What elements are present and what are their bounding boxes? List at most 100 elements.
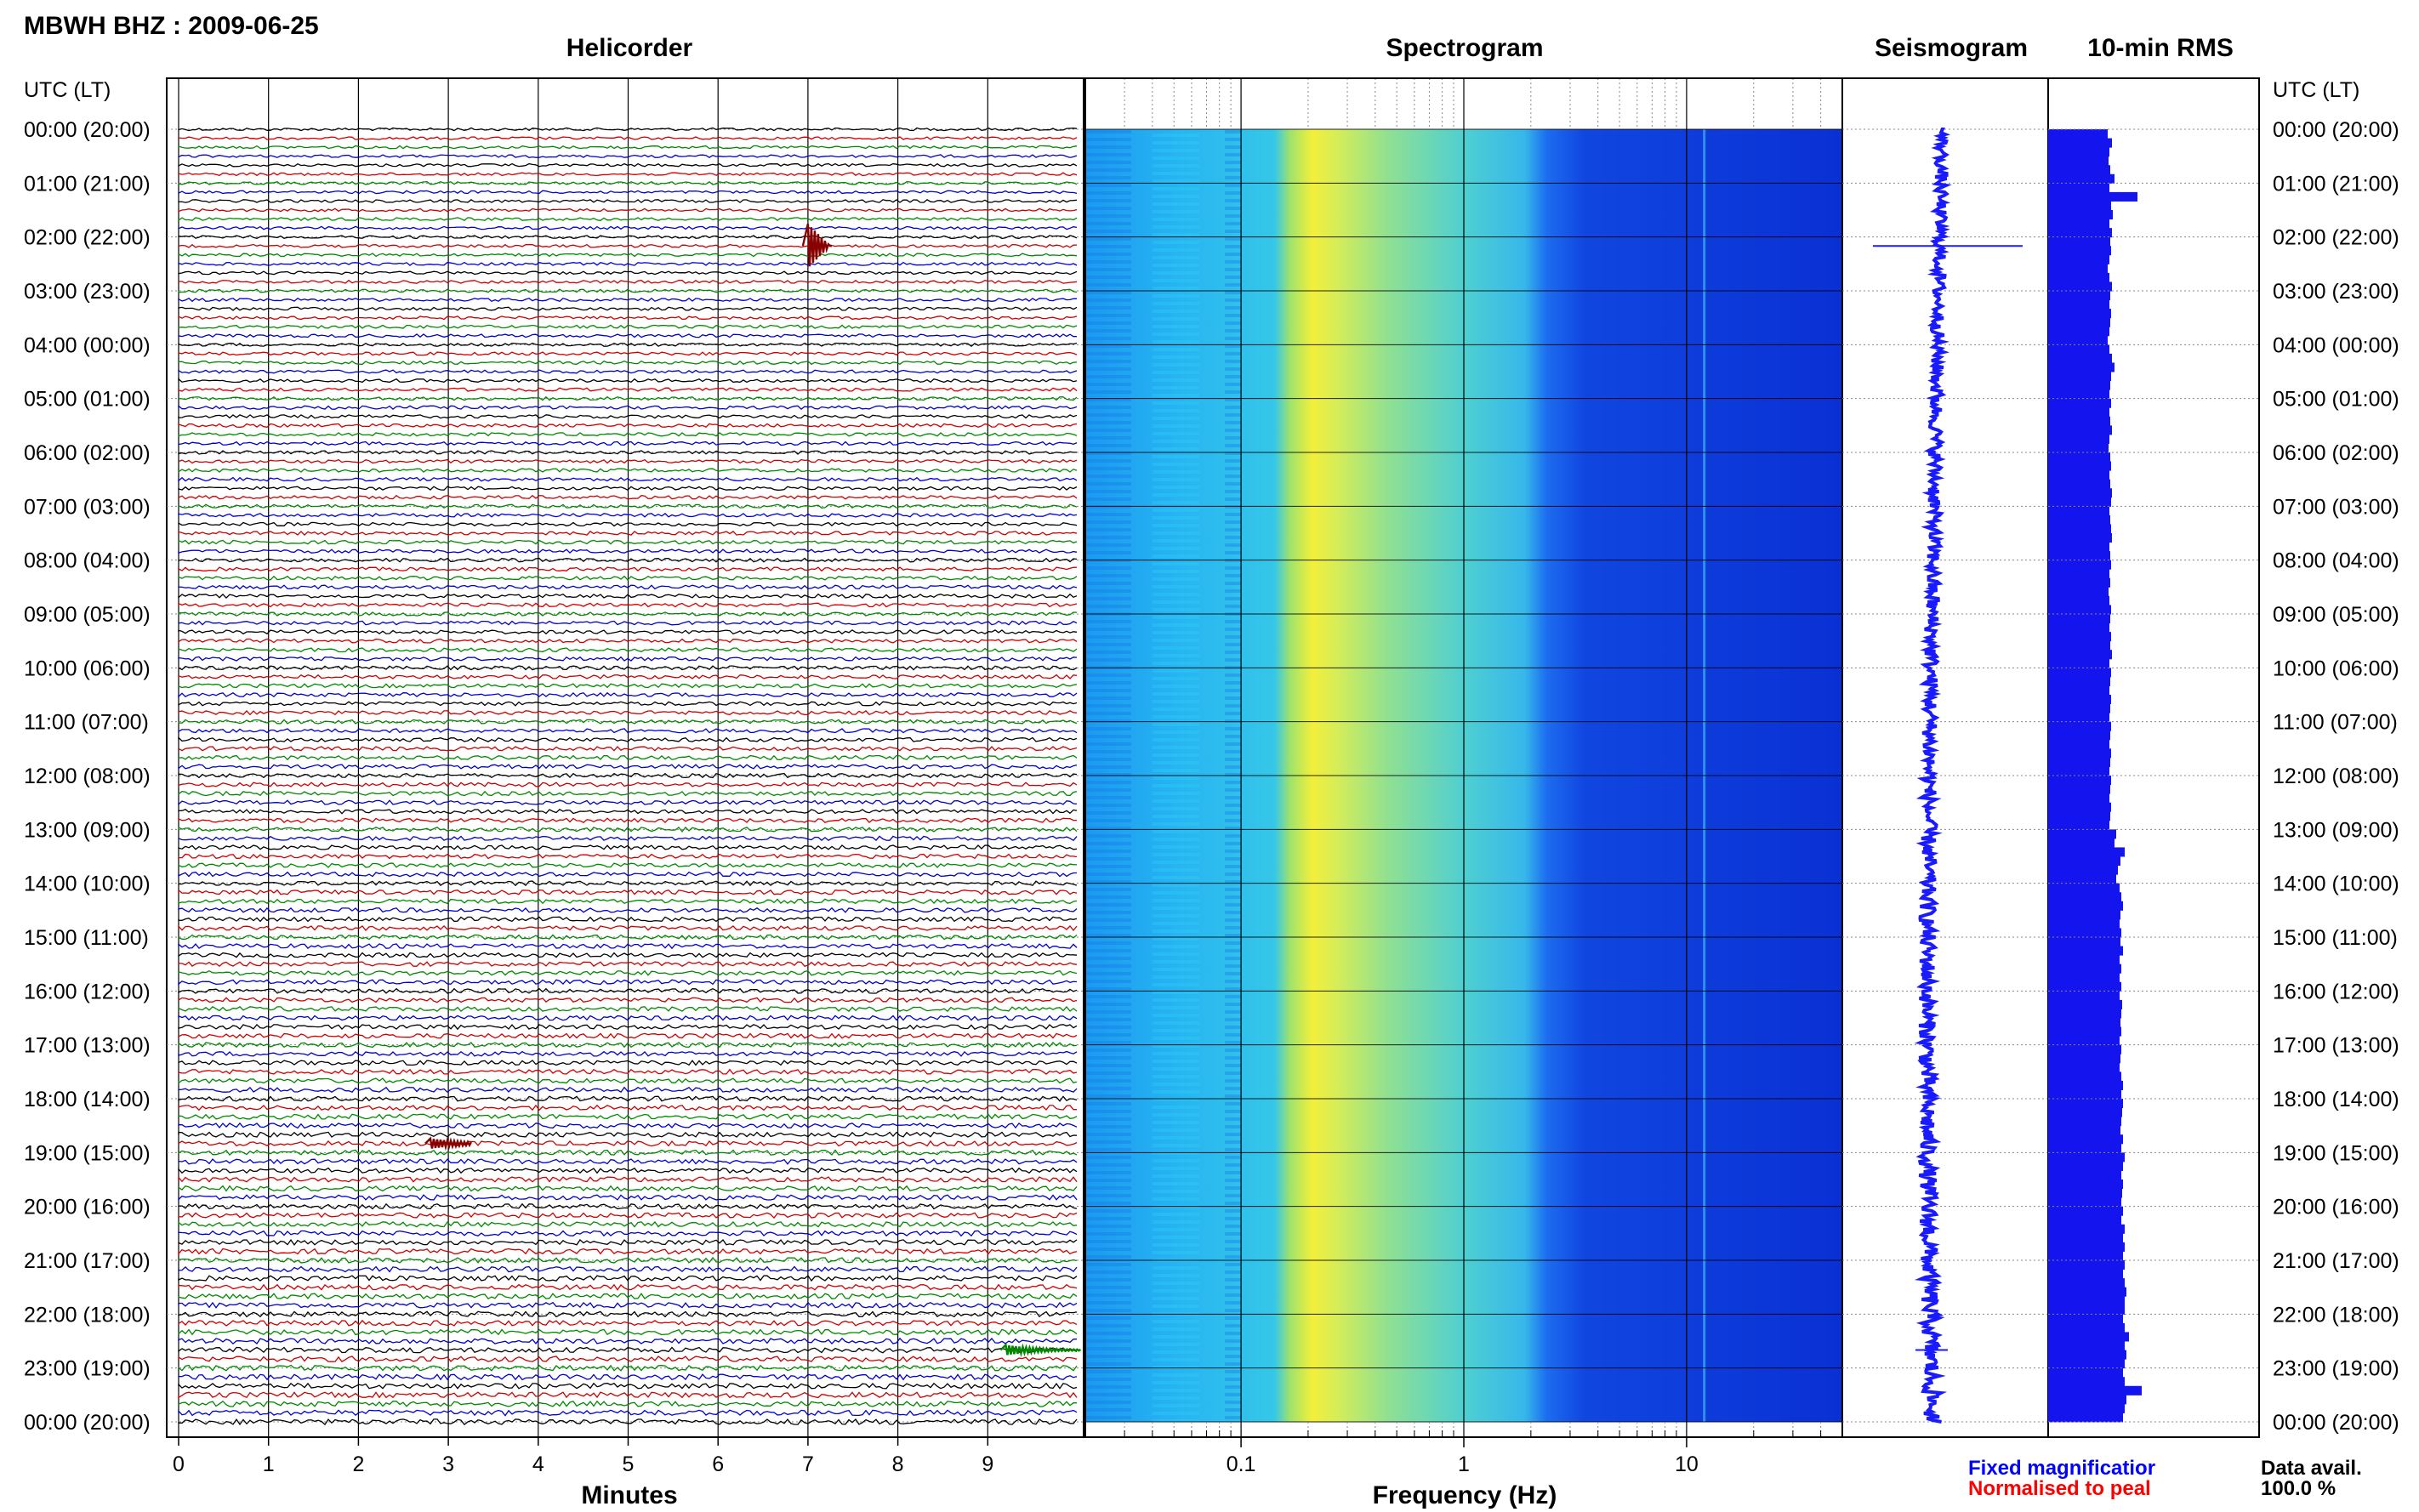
helicorder-trace [178, 782, 1078, 787]
time-tick-left: 09:00 (05:00) [24, 603, 151, 627]
rms-bar [2048, 981, 2121, 992]
helicorder-trace [178, 1265, 1078, 1273]
rms-bar [2048, 811, 2110, 821]
helicorder-trace [178, 1113, 1078, 1120]
helicorder-trace [178, 1104, 1077, 1111]
time-axis-labels: 00:00 (20:00) 00:00 (20:00) 01:00 (21:00) 0… [24, 118, 2399, 1435]
rms-bar [2048, 569, 2109, 579]
rms-bar [2048, 533, 2112, 543]
seismogram-frame [1841, 77, 2049, 1438]
helicorder-trace [178, 691, 1078, 698]
rms-bar [2048, 676, 2110, 686]
time-tick-left: 08:00 (04:00) [24, 549, 151, 573]
helicorder-trace [178, 1149, 1078, 1157]
helicorder-trace [178, 754, 1078, 761]
helicorder-trace [178, 1328, 1078, 1336]
rms-bar [2048, 362, 2114, 372]
rms-bar [2048, 1036, 2120, 1046]
helicorder-trace [178, 1364, 1078, 1372]
helicorder-trace [178, 531, 1078, 537]
rms-bar [2048, 757, 2110, 767]
time-tick-right: 06:00 (02:00) [2273, 441, 2399, 465]
rms-bar [2048, 416, 2110, 426]
helicorder-trace [178, 987, 1078, 994]
time-tick-left: 01:00 (21:00) [24, 172, 151, 196]
rms-bar [2048, 1242, 2125, 1252]
rms-bar [2048, 236, 2110, 247]
helicorder-trace [178, 423, 1078, 429]
rms-bar [2048, 156, 2109, 166]
rms-bar [2048, 937, 2120, 947]
helicorder-trace [178, 942, 1078, 950]
rms-bar [2048, 1403, 2125, 1413]
time-tick-left: 18:00 (14:00) [24, 1088, 151, 1111]
rms-bar [2048, 506, 2109, 516]
helicorder-trace [178, 458, 1078, 464]
helicorder-event [801, 223, 832, 267]
rms-bar [2048, 488, 2112, 498]
helicorder-trace [178, 710, 1078, 716]
rms-bar [2048, 514, 2110, 525]
rms-bar [2048, 1152, 2125, 1162]
rms-bar [2048, 452, 2110, 463]
helicorder-trace [178, 1060, 1078, 1066]
minute-tick-label: 8 [892, 1452, 904, 1476]
helicorder-trace [178, 1122, 1078, 1129]
rms-bar [2048, 910, 2120, 920]
rms-bar [2048, 1269, 2123, 1279]
rms-bar [2048, 703, 2110, 713]
rms-bar [2048, 1134, 2123, 1145]
helicorder-trace [178, 1337, 1078, 1344]
rms-bar [2048, 191, 2137, 202]
rms-bar [2048, 1143, 2121, 1153]
helicorder-trace [178, 862, 1078, 868]
helicorder-trace [178, 1275, 1078, 1282]
helicorder-trace [178, 1346, 1078, 1354]
helicorder-trace [178, 916, 1078, 923]
rms-bar [2048, 210, 2113, 220]
rms-bar [2048, 443, 2109, 453]
helicorder-trace [178, 360, 1078, 366]
minute-tick-label: 2 [352, 1452, 364, 1476]
helicorder-trace [178, 638, 1078, 644]
helicorder-trace [178, 584, 1078, 590]
rms-bar [2048, 1054, 2120, 1064]
helicorder-trace [178, 1257, 1078, 1264]
time-tick-right: 20:00 (16:00) [2273, 1196, 2399, 1219]
rms-bar [2048, 658, 2109, 668]
rms-bar [2048, 991, 2120, 1001]
helicorder-trace [178, 288, 1078, 293]
helicorder-trace [178, 736, 1078, 742]
helicorder-trace [178, 1310, 1078, 1318]
time-tick-left: 12:00 (08:00) [24, 765, 151, 788]
minutes-axis-label: Minutes [581, 1481, 677, 1509]
time-tick-right: 00:00 (20:00) [2273, 1411, 2399, 1435]
helicorder-trace [178, 1167, 1078, 1174]
helicorder-trace [178, 503, 1078, 509]
rms-bar [2048, 1332, 2129, 1342]
helicorder-trace [178, 342, 1078, 348]
rms-bar [2048, 632, 2111, 642]
helicorder-trace [178, 190, 1078, 195]
rms-bar [2048, 640, 2110, 651]
rms-bar [2048, 1018, 2120, 1028]
rms-bar [2048, 622, 2109, 633]
helicorder-trace [178, 180, 1078, 185]
helicorder-trace [178, 629, 1078, 635]
helicorder-trace [178, 253, 1078, 258]
helicorder-trace [178, 243, 1078, 248]
rms-bar [2048, 353, 2112, 363]
helicorder-trace [178, 387, 1078, 392]
helicorder-trace [178, 199, 1078, 203]
rms-panel [2047, 77, 2260, 1438]
time-tick-left: 05:00 (01:00) [24, 388, 151, 412]
helicorder-trace [178, 1140, 1078, 1147]
rms-bar [2048, 129, 2108, 139]
helicorder-trace [178, 1283, 1078, 1291]
rms-bar [2048, 1117, 2121, 1127]
helicorder-trace [178, 728, 1078, 734]
rms-bar [2048, 776, 2111, 786]
time-tick-left: 02:00 (22:00) [24, 226, 151, 250]
rms-bar [2048, 820, 2109, 830]
helicorder-trace [178, 952, 1078, 958]
